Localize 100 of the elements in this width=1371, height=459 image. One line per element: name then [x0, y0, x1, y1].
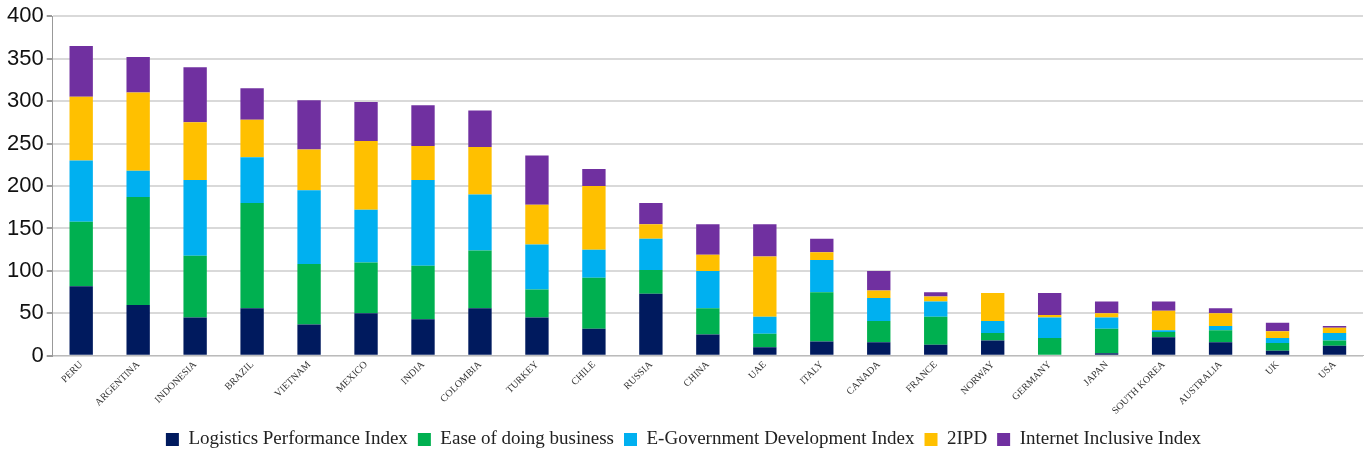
bar [810, 238, 834, 253]
bar [468, 194, 492, 251]
legend-label: E-Government Development Index [646, 427, 916, 449]
bar [1208, 330, 1233, 343]
bar [240, 308, 264, 355]
bar [411, 180, 435, 266]
x-tick-label: UK [1262, 358, 1282, 377]
bar [411, 146, 435, 181]
bar [297, 264, 321, 325]
bar [297, 100, 321, 150]
bar [1322, 327, 1347, 333]
bar [69, 221, 93, 287]
bar [126, 304, 150, 355]
bar [1151, 301, 1176, 311]
bar [924, 344, 948, 355]
bar [183, 180, 207, 256]
bar [924, 316, 948, 345]
bar [354, 313, 378, 355]
bar [1265, 322, 1290, 332]
y-tick-label: 200 [6, 172, 44, 198]
bar [867, 290, 891, 299]
bar [411, 265, 435, 320]
bar [639, 293, 663, 355]
bar [696, 270, 720, 309]
bar [867, 321, 891, 343]
bar [468, 308, 492, 355]
bar [1094, 317, 1119, 329]
bar [582, 249, 606, 278]
bar [696, 254, 720, 271]
bar [981, 340, 1005, 355]
bar [240, 88, 264, 120]
legend-label: Ease of doing business [440, 427, 614, 449]
bar [240, 119, 264, 158]
bar [753, 316, 777, 334]
bar [753, 347, 777, 355]
bar [1151, 337, 1176, 355]
bar [1208, 326, 1233, 331]
bar [411, 319, 435, 355]
y-tick-label: 400 [6, 2, 44, 28]
bar [354, 262, 378, 314]
bar [240, 157, 264, 203]
bar [924, 301, 948, 317]
bar [1151, 310, 1176, 331]
bar [867, 342, 891, 355]
bar [924, 292, 948, 297]
bar [525, 289, 549, 318]
bar [69, 96, 93, 161]
bar [981, 292, 1005, 322]
bar [753, 256, 777, 317]
legend-label: Internet Inclusive Index [1019, 427, 1202, 449]
bar [753, 224, 777, 257]
bar [1094, 301, 1119, 314]
bar [468, 110, 492, 147]
bar [1151, 332, 1176, 338]
x-tick-label: USA [1315, 358, 1339, 381]
bar [1265, 350, 1290, 355]
bar [183, 67, 207, 123]
bar [1265, 331, 1290, 338]
bar [297, 149, 321, 191]
bar [1208, 313, 1233, 327]
bar [1208, 342, 1233, 355]
bar [354, 209, 378, 263]
bar [1094, 313, 1119, 318]
bar [354, 101, 378, 142]
bar [1322, 340, 1347, 346]
bar [639, 270, 663, 294]
y-tick-label: 300 [6, 87, 44, 113]
bar [867, 298, 891, 322]
bar [582, 186, 606, 250]
bar [468, 146, 492, 195]
bar [1322, 345, 1347, 355]
bar [354, 141, 378, 210]
x-tick-label: UAE [745, 358, 769, 381]
bar [639, 202, 663, 225]
legend-label: Logistics Performance Index [188, 427, 409, 449]
bar [1322, 332, 1347, 341]
bar [525, 204, 549, 245]
bar [1094, 328, 1119, 354]
bar [69, 45, 93, 97]
legend-label: 2IPD [947, 427, 988, 449]
y-tick-label: 100 [6, 256, 44, 282]
bar [582, 328, 606, 355]
bar [126, 92, 150, 171]
bar [240, 202, 264, 309]
bar [1208, 308, 1233, 314]
y-tick-label: 350 [6, 44, 44, 70]
bar [1037, 292, 1062, 316]
bar [183, 255, 207, 318]
bar [468, 250, 492, 309]
bar [525, 155, 549, 205]
bar [183, 122, 207, 181]
bar [924, 296, 948, 302]
bar [1037, 337, 1062, 355]
bar [1265, 343, 1290, 351]
bar [126, 170, 150, 198]
bar [582, 169, 606, 187]
bar [582, 277, 606, 329]
bar [1265, 337, 1290, 344]
bar [183, 317, 207, 355]
bar [867, 270, 891, 291]
